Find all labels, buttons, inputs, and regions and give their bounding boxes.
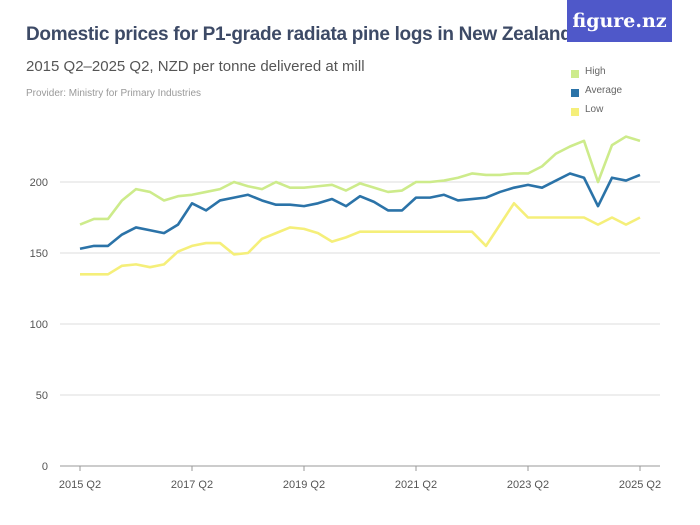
x-tick-label: 2025 Q2 [619,479,661,491]
series-line-low [80,202,641,276]
y-tick-label: 0 [42,461,48,473]
legend-swatch-high [571,69,579,78]
x-tick-label: 2015 Q2 [59,479,101,491]
chart-title: Domestic prices for P1-grade radiata pin… [26,24,572,45]
legend-swatch-low [571,107,579,116]
figure-nz-logo[interactable]: figure.nz [567,0,672,42]
legend-label-low: Low [585,104,604,115]
x-tick-label: 2017 Q2 [171,479,213,491]
legend-item-high: High [571,62,622,81]
y-tick-label: 100 [30,319,48,331]
chart-subtitle: 2015 Q2–2025 Q2, NZD per tonne delivered… [26,58,365,75]
legend-label-high: High [585,66,606,77]
legend: High Average Low [571,62,622,119]
y-tick-label: 150 [30,248,48,260]
y-tick-label: 200 [30,177,48,189]
y-tick-label: 50 [36,390,48,402]
provider-text: Provider: Ministry for Primary Industrie… [26,88,202,99]
legend-label-average: Average [585,85,623,96]
legend-swatch-average [571,88,579,97]
x-tick-label: 2019 Q2 [283,479,325,491]
x-tick-label: 2021 Q2 [395,479,437,491]
legend-item-average: Average [571,81,622,100]
legend-item-low: Low [571,100,622,119]
x-tick-label: 2023 Q2 [507,479,549,491]
